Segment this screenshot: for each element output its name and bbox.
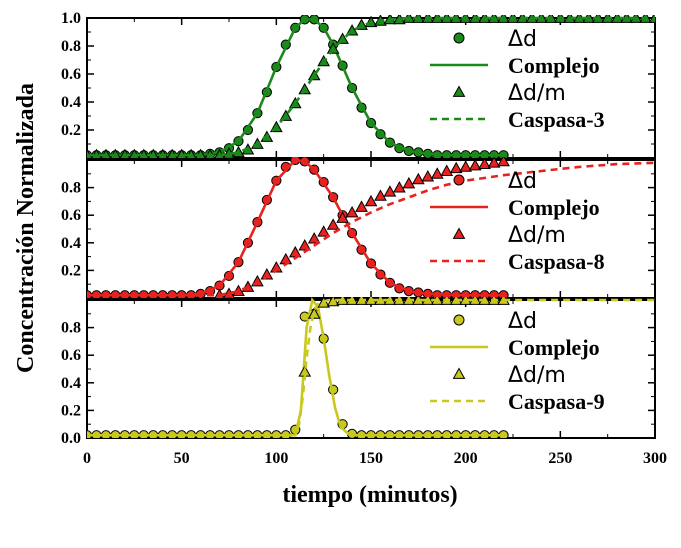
data-point-triangle — [260, 268, 274, 280]
x-tick-label: 100 — [264, 450, 288, 467]
y-tick-label: 1.0 — [61, 10, 81, 27]
legend-label: Δd — [508, 27, 537, 52]
legend-label: Caspasa-3 — [508, 107, 605, 132]
legend-marker-triangle — [452, 227, 466, 239]
series-line-caspasa-3 — [87, 16, 655, 157]
y-tick-label: 0.6 — [61, 207, 81, 224]
x-tick-label: 250 — [548, 450, 572, 467]
x-tick-label: 150 — [359, 450, 383, 467]
panel-data — [87, 157, 655, 298]
y-tick-label: 0.6 — [61, 66, 81, 83]
legend-label: Δd/m — [508, 363, 566, 388]
y-tick-label: 0.4 — [61, 235, 81, 252]
data-point-triangle — [383, 185, 397, 197]
legend-label: Δd/m — [508, 223, 566, 248]
x-tick-label: 300 — [643, 450, 667, 467]
data-point-triangle — [307, 307, 321, 319]
legend-marker-circle — [453, 314, 465, 326]
data-point-triangle — [345, 205, 359, 218]
legend-label: Caspasa-9 — [508, 389, 605, 414]
plots-area: 1.00.80.60.40.2ΔdComplejoΔd/mCaspasa-30.… — [61, 10, 667, 467]
y-tick-label: 0.6 — [61, 347, 81, 364]
series-line-caspasa-9 — [87, 298, 655, 437]
data-point-triangle — [478, 157, 491, 170]
y-tick-label: 0.4 — [61, 94, 81, 111]
legend-marker-circle — [453, 174, 465, 186]
series-line-complejo — [87, 297, 504, 437]
panel-data — [87, 15, 655, 158]
data-point-triangle — [402, 176, 416, 189]
data-point-triangle — [459, 160, 473, 172]
legend-marker-triangle — [452, 367, 466, 379]
data-point-triangle — [374, 189, 387, 201]
legend-label: Caspasa-8 — [508, 249, 605, 274]
data-point-triangle — [421, 170, 435, 182]
data-point-triangle — [487, 157, 501, 168]
data-point-triangle — [497, 157, 510, 167]
y-tick-label: 0.2 — [61, 402, 81, 419]
data-point-triangle — [430, 167, 444, 179]
y-axis-label: Concentración Normalizada — [13, 83, 39, 373]
panel-frame — [86, 299, 656, 439]
data-point-triangle — [298, 239, 312, 251]
data-point-triangle — [411, 172, 425, 185]
x-axis-label: tiempo (minutos) — [282, 482, 457, 508]
y-tick-label: 0.4 — [61, 375, 81, 392]
series-line-caspasa-8 — [87, 161, 655, 297]
legend-label: Complejo — [508, 335, 600, 360]
legend-label: Complejo — [508, 53, 600, 78]
data-point-triangle — [336, 211, 349, 223]
y-tick-label: 0.8 — [61, 180, 81, 197]
y-tick-label: 0.8 — [61, 38, 81, 55]
data-point-triangle — [468, 158, 482, 171]
panel-data — [87, 297, 655, 438]
data-point-triangle — [393, 181, 406, 193]
y-tick-label: 0.0 — [61, 430, 81, 447]
legend-marker-triangle — [452, 85, 466, 97]
data-point-triangle — [326, 218, 340, 230]
data-point-triangle — [307, 232, 321, 244]
data-point-triangle — [317, 225, 331, 237]
data-point-triangle — [355, 200, 368, 212]
y-tick-label: 0.2 — [61, 122, 81, 139]
series-line-complejo — [87, 18, 504, 157]
legend-marker-circle — [453, 32, 465, 44]
legend-label: Complejo — [508, 195, 600, 220]
legend-label: Δd — [508, 309, 537, 334]
panel-frame — [86, 159, 656, 299]
panel-frame — [86, 17, 656, 159]
y-tick-label: 0.8 — [61, 320, 81, 337]
data-point-triangle — [440, 164, 454, 176]
data-point-triangle — [364, 194, 378, 207]
x-tick-label: 0 — [83, 450, 91, 467]
series-line-complejo — [87, 158, 504, 297]
x-tick-label: 50 — [174, 450, 190, 467]
data-point-triangle — [449, 161, 463, 174]
legend-label: Δd/m — [508, 81, 566, 106]
x-tick-label: 200 — [454, 450, 478, 467]
y-tick-label: 0.2 — [61, 262, 81, 279]
legend-label: Δd — [508, 169, 537, 194]
